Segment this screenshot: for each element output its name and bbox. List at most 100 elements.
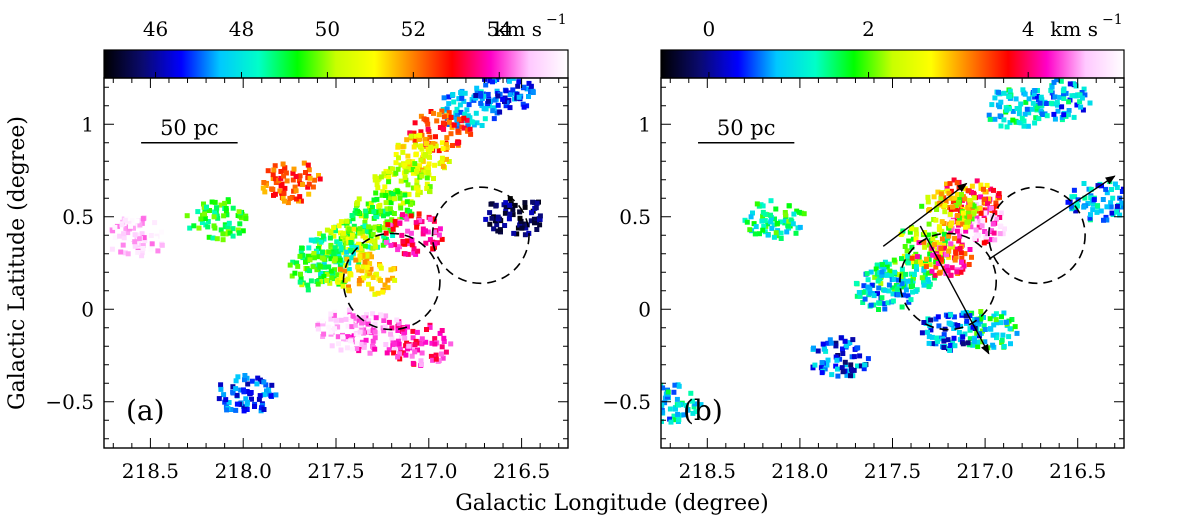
map-pixel <box>367 251 373 257</box>
map-pixel <box>945 337 951 343</box>
map-pixel <box>692 401 698 407</box>
map-pixel <box>833 340 839 346</box>
map-pixel <box>244 389 250 394</box>
map-pixel <box>1073 83 1079 89</box>
map-pixel <box>317 176 323 182</box>
map-pixel <box>424 117 430 123</box>
map-pixel <box>485 98 491 104</box>
map-pixel <box>760 203 766 209</box>
map-pixel <box>261 407 267 412</box>
map-pixel <box>348 255 354 261</box>
map-pixel <box>1032 94 1038 100</box>
map-pixel <box>353 257 359 263</box>
map-pixel <box>510 212 516 218</box>
map-pixel <box>801 211 807 217</box>
map-pixel <box>404 216 410 222</box>
map-pixel <box>237 221 243 227</box>
map-pixel <box>952 235 958 241</box>
map-pixel <box>489 215 495 221</box>
map-pixel <box>374 182 380 188</box>
map-pixel <box>132 232 138 238</box>
map-pixel <box>233 378 239 384</box>
map-pixel <box>405 153 411 159</box>
map-pixel <box>404 340 410 346</box>
map-pixel <box>515 83 521 89</box>
map-pixel <box>879 262 885 268</box>
map-pixel <box>1043 101 1049 106</box>
map-pixel <box>471 122 477 128</box>
emission-clump <box>383 211 445 257</box>
map-pixel <box>287 262 293 268</box>
map-pixel <box>199 220 205 225</box>
map-pixel <box>1039 111 1045 117</box>
colorbar-unit-b: km s <box>1050 17 1098 41</box>
map-pixel <box>263 382 269 388</box>
map-pixel <box>399 232 405 238</box>
map-pixel <box>1055 108 1061 114</box>
map-pixel <box>349 232 355 238</box>
map-pixel <box>1109 210 1115 216</box>
map-pixel <box>913 288 919 294</box>
map-pixel <box>356 257 362 263</box>
map-pixel <box>324 278 330 284</box>
map-pixel <box>257 393 263 399</box>
map-pixel <box>998 320 1003 326</box>
map-pixel <box>311 255 317 261</box>
map-pixel <box>448 341 454 347</box>
map-pixel <box>914 259 919 265</box>
map-pixel <box>973 233 979 239</box>
emission-clump <box>372 159 436 206</box>
map-pixel <box>357 253 363 259</box>
map-pixel <box>768 198 774 204</box>
map-pixel <box>346 226 352 232</box>
map-pixel <box>371 209 377 215</box>
map-pixel <box>942 245 947 251</box>
map-pixel <box>446 110 452 116</box>
map-pixel <box>388 200 394 206</box>
map-pixel <box>865 277 871 283</box>
map-pixel <box>289 273 295 279</box>
map-pixel <box>974 317 980 323</box>
map-pixel <box>331 225 337 231</box>
map-pixel <box>474 85 480 91</box>
map-pixel <box>988 237 994 243</box>
map-pixel <box>517 209 523 215</box>
colorbar-a <box>103 49 569 79</box>
map-pixel <box>359 320 365 326</box>
scale-bar-label: 50 pc <box>717 116 776 140</box>
map-pixel <box>292 184 298 190</box>
map-pixel <box>446 159 452 164</box>
map-pixel <box>1071 114 1077 120</box>
map-pixel <box>762 218 768 224</box>
map-pixel <box>925 199 931 205</box>
map-pixel <box>402 241 408 247</box>
map-pixel <box>1095 203 1100 209</box>
map-pixel <box>414 224 420 230</box>
map-pixel <box>688 390 694 396</box>
map-pixel <box>436 232 442 238</box>
map-pixel <box>955 323 961 328</box>
map-pixel <box>396 321 402 326</box>
map-pixel <box>895 277 901 283</box>
map-pixel <box>768 212 773 218</box>
map-pixel <box>424 181 430 187</box>
map-pixel <box>982 339 988 345</box>
map-pixel <box>899 266 905 272</box>
map-pixel <box>362 259 368 265</box>
map-pixel <box>393 222 399 228</box>
map-pixel <box>411 144 417 150</box>
map-pixel <box>873 266 879 272</box>
map-pixel <box>1007 120 1013 126</box>
map-pixel <box>261 379 267 385</box>
map-pixel <box>240 228 246 234</box>
map-pixel <box>750 210 755 216</box>
map-pixel <box>967 202 973 208</box>
map-pixel <box>382 236 388 242</box>
map-pixel <box>345 236 351 242</box>
map-pixel <box>503 88 509 94</box>
map-pixel <box>941 338 947 344</box>
map-pixel <box>1073 208 1079 214</box>
map-pixel <box>198 216 204 222</box>
map-pixel <box>903 271 909 277</box>
map-pixel <box>1071 187 1077 193</box>
